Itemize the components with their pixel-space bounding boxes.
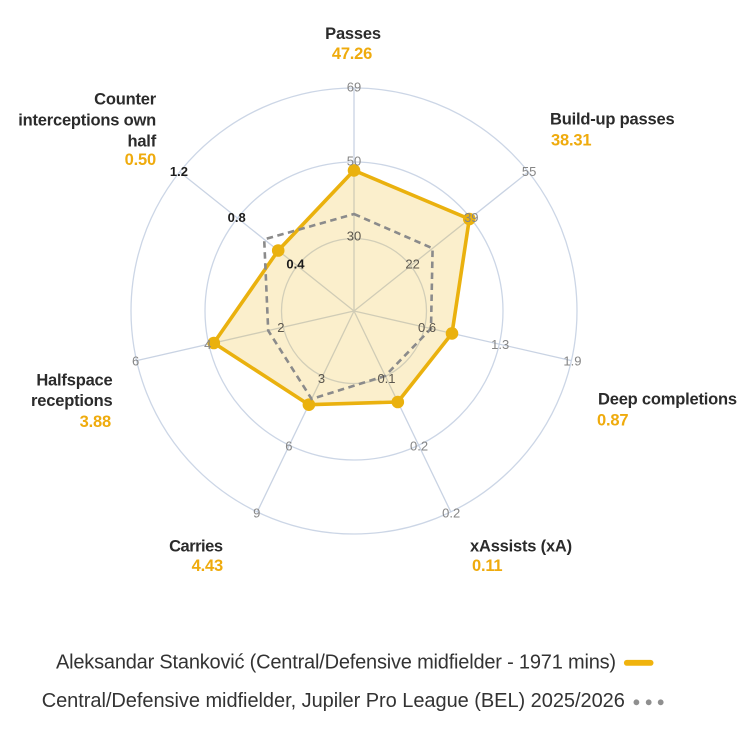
svg-text:38.31: 38.31 bbox=[551, 132, 591, 150]
svg-text:9: 9 bbox=[253, 505, 260, 520]
svg-text:4.43: 4.43 bbox=[192, 557, 223, 575]
svg-text:6: 6 bbox=[285, 439, 292, 454]
svg-text:50: 50 bbox=[347, 154, 361, 169]
svg-text:0.2: 0.2 bbox=[442, 505, 460, 520]
svg-text:39: 39 bbox=[464, 210, 478, 225]
svg-text:Deep completions: Deep completions bbox=[598, 391, 737, 409]
svg-text:6: 6 bbox=[132, 353, 139, 368]
svg-text:Carries: Carries bbox=[169, 538, 223, 556]
svg-text:Build-up passes: Build-up passes bbox=[550, 111, 674, 129]
svg-text:Central/Defensive midfielder,: Central/Defensive midfielder, Jupiler Pr… bbox=[42, 690, 625, 712]
svg-text:Aleksandar Stanković (Central/: Aleksandar Stanković (Central/Defensive … bbox=[56, 652, 616, 674]
svg-text:4: 4 bbox=[204, 337, 211, 352]
svg-text:0.2: 0.2 bbox=[410, 439, 428, 454]
svg-text:1.9: 1.9 bbox=[563, 353, 581, 368]
svg-text:0.50: 0.50 bbox=[125, 151, 156, 169]
svg-text:1.3: 1.3 bbox=[491, 337, 509, 352]
svg-text:Halfspace: Halfspace bbox=[36, 372, 112, 390]
svg-text:Passes: Passes bbox=[325, 25, 381, 43]
svg-text:3: 3 bbox=[318, 371, 325, 386]
svg-text:0.6: 0.6 bbox=[418, 320, 436, 335]
svg-text:0.87: 0.87 bbox=[597, 412, 628, 430]
svg-text:69: 69 bbox=[347, 80, 361, 95]
svg-text:30: 30 bbox=[347, 229, 361, 244]
svg-text:3.88: 3.88 bbox=[80, 413, 111, 431]
svg-text:Counter: Counter bbox=[94, 91, 157, 109]
svg-text:47.26: 47.26 bbox=[332, 45, 372, 63]
svg-text:55: 55 bbox=[522, 164, 536, 179]
svg-text:0.1: 0.1 bbox=[377, 371, 395, 386]
svg-text:half: half bbox=[127, 133, 156, 151]
svg-text:0.8: 0.8 bbox=[228, 210, 246, 225]
svg-text:1.2: 1.2 bbox=[170, 164, 188, 179]
svg-text:0.4: 0.4 bbox=[286, 257, 305, 272]
svg-text:0.11: 0.11 bbox=[472, 557, 502, 575]
svg-text:xAssists (xA): xAssists (xA) bbox=[470, 538, 572, 556]
svg-text:2: 2 bbox=[277, 320, 284, 335]
svg-text:interceptions own: interceptions own bbox=[18, 112, 156, 130]
svg-text:22: 22 bbox=[405, 257, 419, 272]
svg-text:receptions: receptions bbox=[31, 392, 112, 410]
